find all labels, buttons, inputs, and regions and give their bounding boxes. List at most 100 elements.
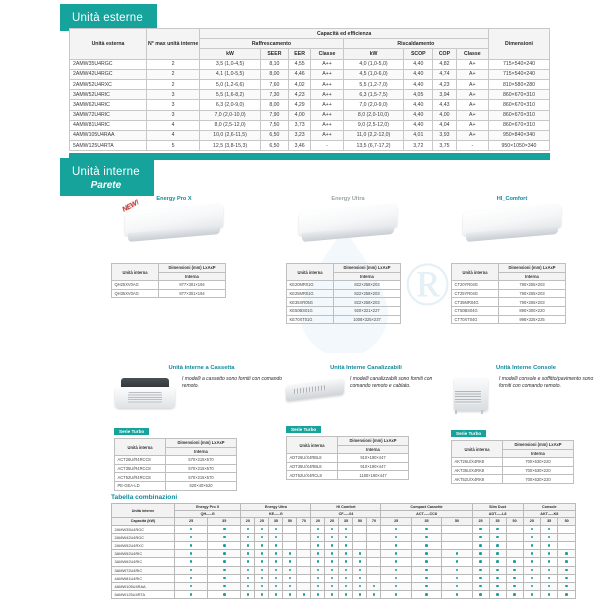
- cell-compatible: [282, 573, 298, 583]
- cell-unit: 2AMW35U4RGC: [69, 58, 147, 70]
- cell-compatible: [268, 532, 284, 542]
- wall-unit-image-0: NEW!: [121, 199, 223, 248]
- combination-title: Tabella combinazioni: [111, 494, 178, 501]
- cell-compatible: [254, 549, 270, 559]
- wall-group-2-label: HI_Comfort: [496, 196, 528, 202]
- cell-unit: 4AMW105U4RAA: [69, 129, 147, 142]
- cell-n: 2: [145, 78, 201, 91]
- indoor-section-tab: Unità interne Parete: [60, 158, 154, 197]
- table-row: 2AMW35U4RGC 2 3,5 (1,0-4,5) 8,10 4,55 A++ 4,0 …: [69, 58, 550, 70]
- outdoor-table-wrap: Unità esterna N° max unità interne Capac…: [69, 27, 550, 161]
- cell-compatible: [338, 540, 354, 551]
- cell-compatible: [539, 549, 559, 559]
- cell-compatible: [441, 549, 473, 559]
- cell-compatible: [352, 557, 368, 567]
- cell-compatible: [240, 549, 256, 559]
- cell-compatible: [488, 540, 507, 551]
- cell-compatible: [310, 581, 326, 592]
- cell-code: AKT52U/X4RK8: [451, 474, 503, 484]
- cell-unit: 5AMW125U4RTA: [69, 140, 147, 152]
- cell-compatible: [488, 565, 507, 575]
- cell-hclass: A+: [455, 129, 490, 142]
- cell-dim: 1008×325×237: [333, 314, 401, 325]
- cell-compatible: [410, 532, 443, 542]
- cell-n: 2: [145, 58, 201, 70]
- canalizzabili-image: [286, 376, 344, 410]
- cell-empty: [352, 524, 368, 534]
- wall-spec-table-1-wrap: Unità interna Dimensioni (mm) LxAxP Intern…: [286, 262, 401, 325]
- cell-compatible: [557, 565, 576, 575]
- cell-dim: 890×300×220: [498, 305, 566, 316]
- cell-scop: 4,40: [403, 119, 434, 131]
- th-dim-sub: Interna: [498, 271, 566, 282]
- cell-compatible: [207, 590, 242, 600]
- cell-compatible: [352, 549, 368, 559]
- cell-eer: 3,46: [287, 140, 312, 152]
- cell-compatible: [310, 565, 326, 575]
- table-row: KE20MR01G 822×258×203: [286, 280, 401, 290]
- table-row: 2AMW52U4RXC 2 5,0 (1,2-6,6) 7,60 4,02 A++ 5,5 …: [69, 78, 550, 91]
- cell-empty: [441, 532, 473, 542]
- wall-spec-table-0-wrap: Unità interna Dimensioni (mm) LxAxP Intern…: [111, 262, 226, 299]
- cell-compatible: [471, 590, 490, 600]
- cell-compatible: [324, 557, 340, 567]
- cell-compatible: [207, 532, 242, 542]
- cell-hclass: A+: [455, 89, 490, 101]
- cell-dim: 715×540×240: [488, 68, 550, 80]
- th-cap: 25: [254, 517, 270, 526]
- cell-hclass: -: [455, 140, 490, 152]
- cell-compatible: [352, 581, 368, 592]
- th-group-2: HI Comfort: [310, 502, 382, 512]
- th-group-code-3: ACT—–CC8: [380, 510, 473, 519]
- cell-code: CT50BS04G: [451, 305, 499, 316]
- cell-code: KE70XT01G: [286, 314, 334, 325]
- table-row: CT70XT04G 998×325×225: [451, 314, 566, 325]
- cell-compatible: [380, 532, 412, 542]
- cell-dim: 810×580×280: [488, 78, 550, 91]
- table-row: PE-GEA-LD 620×40×620: [114, 480, 237, 491]
- cell-unit: 4AMW81U4RIC: [111, 573, 175, 583]
- cell-seer: 7,90: [259, 109, 289, 121]
- th-dim: Dimensioni (mm) LxAxP: [337, 436, 409, 446]
- cell-empty: [296, 549, 312, 559]
- cell-seer: 8,00: [259, 99, 289, 111]
- table-row: ADT35U/X4RBL8 910×190×447: [286, 461, 409, 472]
- cell-seer: 7,50: [259, 119, 289, 131]
- cell-compatible: [207, 549, 242, 559]
- table-row: ADT26U/X4RBL8 910×190×447: [286, 453, 409, 463]
- sheet: Unità esterne Unità esterna N° max unità…: [52, 0, 593, 600]
- canalizzabili-serie-label: Serie Turbo: [286, 425, 322, 434]
- cell-compatible: [207, 557, 242, 567]
- cell-compatible: [488, 590, 507, 600]
- cell-compatible: [410, 540, 443, 551]
- cell-hkw: 4,0 (1,0-5,0): [342, 58, 405, 70]
- wall-group-1-label: Energy Ultra: [331, 196, 365, 202]
- outdoor-table: Unità esterna N° max unità interne Capac…: [69, 27, 550, 152]
- wall-group-0: Energy Pro X NEW!: [114, 196, 234, 248]
- cell-scop: 4,40: [403, 78, 434, 91]
- th-dim: Dimensioni (mm) LxAxP: [333, 263, 401, 273]
- table-row: 3AMW62U4RIC 3 6,3 (2,0-9,0) 8,00 4,29 A++ 7,0 …: [69, 99, 550, 111]
- th-dim: Dimensioni (mm) LxAxP: [498, 263, 566, 273]
- th-cop: COP: [432, 48, 457, 60]
- cell-compatible: [366, 581, 382, 592]
- table-row: CT35MR04G 790×255×203: [451, 297, 566, 307]
- cell-ckw: 3,5 (1,0-4,5): [199, 58, 261, 70]
- cell-compatible: [471, 573, 490, 583]
- cell-empty: [366, 532, 382, 542]
- cell-compatible: [240, 540, 256, 551]
- cell-code: CT70XT04G: [451, 314, 499, 325]
- cell-compatible: [366, 590, 382, 600]
- th-cap: 35: [410, 517, 443, 526]
- cell-n: 2: [145, 68, 201, 80]
- cell-ckw: 7,0 (2,0-10,0): [199, 109, 261, 121]
- cell-empty: [441, 540, 473, 551]
- cell-empty: [296, 565, 312, 575]
- cell-compatible: [505, 590, 524, 600]
- th-unit: Unità interna: [286, 262, 334, 282]
- cell-compatible: [539, 540, 559, 551]
- cell-compatible: [441, 590, 473, 600]
- cell-unit: 5AMW125U4RTA: [111, 590, 175, 600]
- cell-unit: 2AMW35U4RGC: [111, 524, 175, 534]
- th-cap: 35: [268, 517, 284, 526]
